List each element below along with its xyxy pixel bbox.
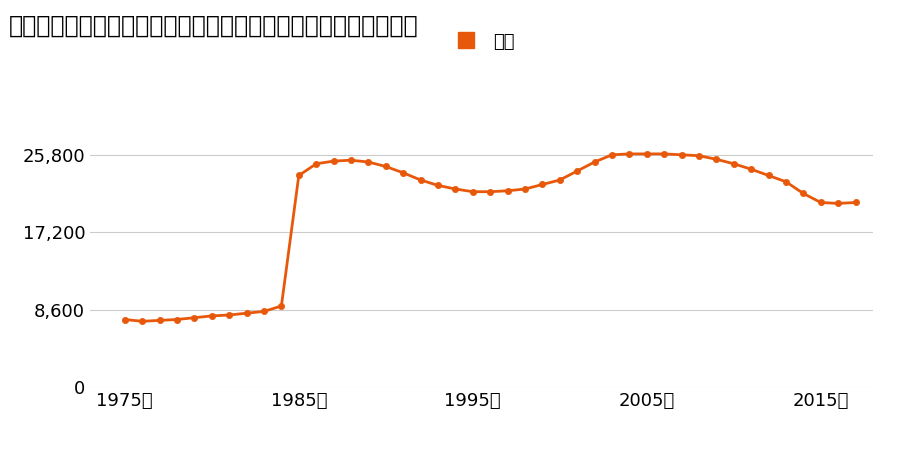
Legend: 価格: 価格 (441, 25, 522, 58)
Text: 北海道河東郡音更町字下音更北５線東２番６ほか１筆の地価推移: 北海道河東郡音更町字下音更北５線東２番６ほか１筆の地価推移 (9, 14, 418, 37)
